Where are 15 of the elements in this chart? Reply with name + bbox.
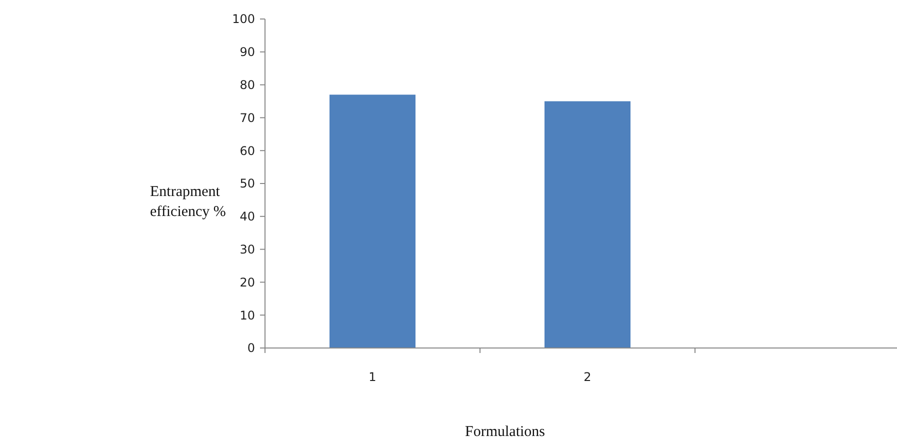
y-tick-label: 50 xyxy=(240,176,255,191)
y-tick-label: 100 xyxy=(232,12,255,26)
y-axis-title: Entrapment efficiency % xyxy=(150,184,226,220)
x-axis-title: Formulations xyxy=(464,424,546,440)
x-tick-label: 2 xyxy=(584,370,592,384)
y-tick-label: 60 xyxy=(240,144,255,158)
y-tick-label: 0 xyxy=(247,341,255,356)
y-tick-label: 80 xyxy=(240,78,255,92)
y-tick-label: 40 xyxy=(240,210,255,224)
y-tick-label: 70 xyxy=(240,110,255,125)
y-tick-label: 90 xyxy=(240,45,255,60)
y-tick-label: 10 xyxy=(240,308,255,322)
y-tick-label: 30 xyxy=(240,242,255,256)
y-tick-label: 20 xyxy=(240,275,255,290)
x-tick-label: 1 xyxy=(368,370,376,384)
